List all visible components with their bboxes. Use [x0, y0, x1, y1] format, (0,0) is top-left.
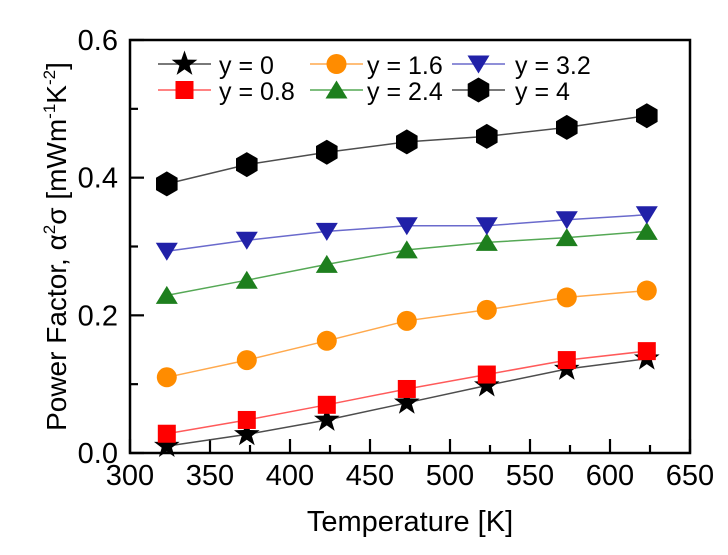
y-tick-label: 0.4: [78, 163, 118, 195]
series-4-marker: [555, 211, 578, 230]
series-5-marker: [236, 152, 258, 178]
legend-marker-5: [467, 77, 490, 103]
series-0-marker: [154, 432, 180, 457]
series-5-marker: [316, 139, 338, 165]
series-3-marker: [555, 228, 578, 247]
legend-label-1: y = 0.8: [219, 78, 295, 106]
series-4-marker: [395, 217, 418, 236]
series-4-marker: [475, 217, 498, 236]
series-5-marker: [636, 103, 658, 129]
series-1-marker: [317, 395, 336, 414]
series-1-marker: [477, 365, 496, 384]
series-4-marker: [235, 231, 258, 250]
y-tick-label: 0.2: [78, 300, 118, 332]
series-2-marker: [156, 367, 177, 388]
x-tick-label: 500: [426, 460, 474, 492]
x-tick-label: 450: [346, 460, 394, 492]
legend-label-3: y = 2.4: [367, 78, 443, 106]
series-4-marker: [635, 206, 658, 225]
legend-marker-3: [325, 80, 348, 99]
legend-marker-0: [171, 50, 198, 75]
series-2-marker: [316, 330, 337, 351]
series-4-marker: [315, 222, 338, 241]
series-2-marker: [556, 287, 577, 308]
x-tick-label: 650: [666, 460, 714, 492]
y-axis-title: Power Factor, α2σ [mWm-1K-2]: [40, 62, 72, 431]
legend-label-4: y = 3.2: [515, 52, 591, 80]
series-0-marker: [314, 406, 340, 431]
x-tick-label: 300: [106, 460, 154, 492]
series-1-marker: [557, 351, 576, 370]
y-tick-label: 0.0: [78, 438, 118, 470]
series-3-marker: [395, 240, 418, 259]
series-0-marker: [394, 389, 420, 414]
series-1-marker: [637, 342, 656, 361]
series-3-marker: [635, 221, 658, 240]
series-2-marker: [396, 310, 417, 331]
x-tick-label: 600: [586, 460, 634, 492]
x-tick-label: 550: [506, 460, 554, 492]
series-3-marker: [155, 285, 178, 304]
plot-frame: [128, 38, 692, 455]
series-5-marker: [476, 123, 498, 149]
series-2-marker: [636, 280, 657, 301]
series-3-marker: [475, 232, 498, 251]
series-1-marker: [237, 410, 256, 429]
x-tick-label: 350: [186, 460, 234, 492]
series-2-marker: [236, 350, 257, 371]
series-5-marker: [156, 171, 178, 197]
series-1-marker: [157, 424, 176, 443]
legend-marker-1: [175, 81, 194, 99]
series-2-marker: [476, 299, 497, 320]
y-tick-label: 0.6: [78, 25, 118, 57]
series-4-marker: [155, 242, 178, 261]
series-5-marker: [396, 129, 418, 155]
series-3-marker: [235, 270, 258, 289]
series-1-marker: [397, 379, 416, 398]
x-axis-title: Temperature [K]: [307, 506, 513, 538]
series-5-marker: [556, 114, 578, 140]
legend-marker-2: [326, 54, 347, 74]
series-0-marker: [474, 372, 500, 397]
x-tick-label: 400: [266, 460, 314, 492]
series-0-marker: [234, 420, 260, 446]
legend-label-0: y = 0: [219, 52, 274, 80]
legend-label-5: y = 4: [515, 78, 570, 106]
legend-label-2: y = 1.6: [367, 52, 443, 80]
legend-marker-4: [467, 55, 490, 74]
series-3-marker: [315, 254, 338, 273]
